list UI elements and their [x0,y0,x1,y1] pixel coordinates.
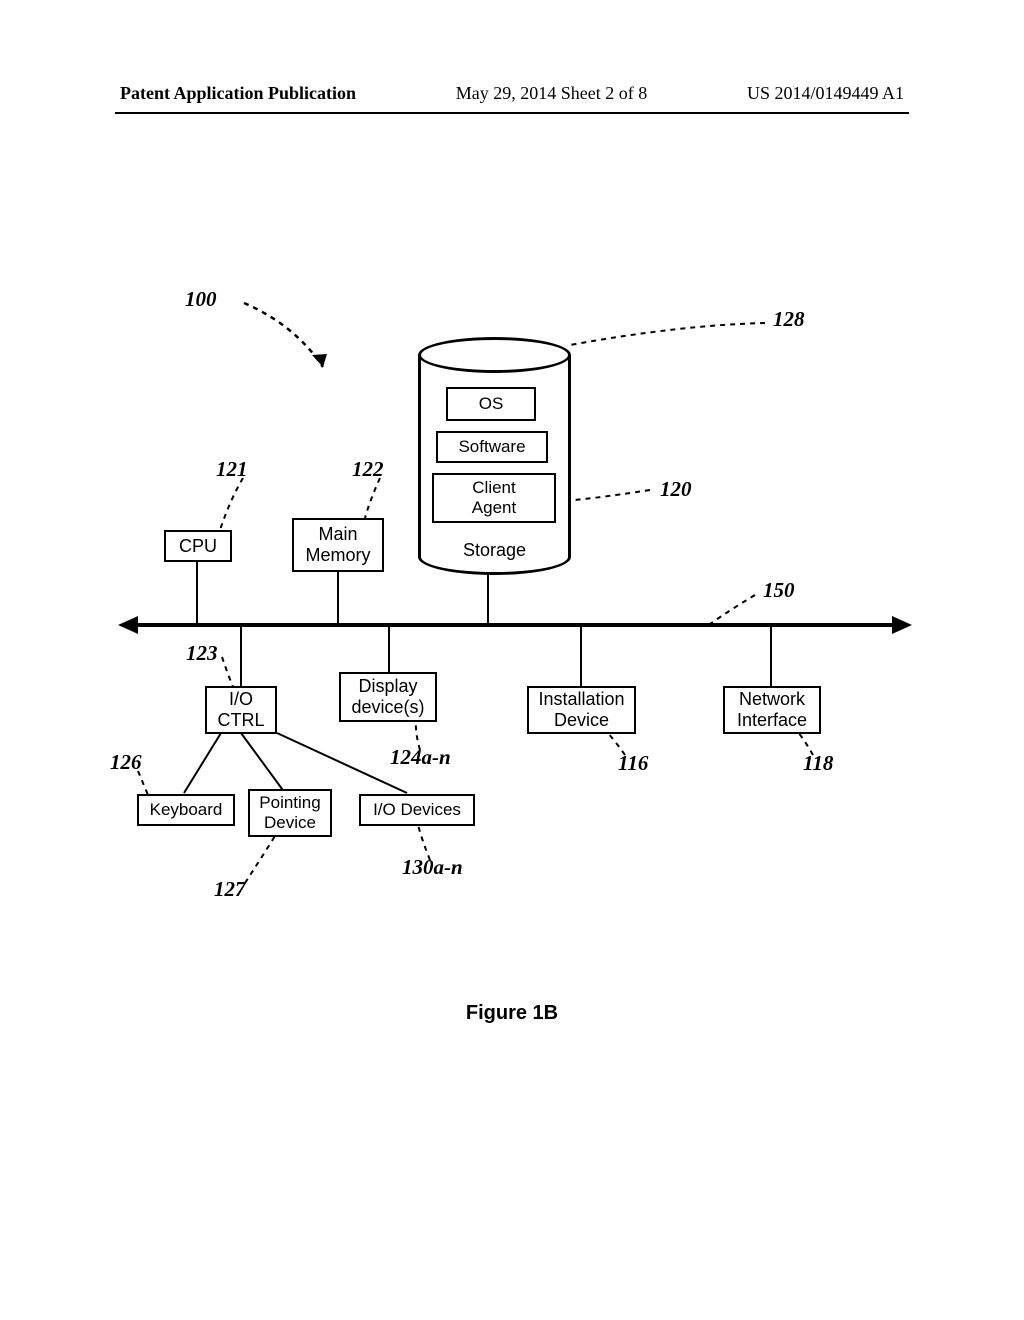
ref-116: 116 [618,751,648,776]
header-rule [115,112,909,114]
main-memory-box: Main Memory [292,518,384,572]
header-left: Patent Application Publication [120,83,356,104]
storage-label: Storage [418,540,571,561]
io-ctrl-box: I/O CTRL [205,686,277,734]
conn-mem-bus [337,572,339,623]
figure-caption: Figure 1B [0,1002,1024,1025]
ref-100: 100 [185,287,217,312]
page-header: Patent Application Publication May 29, 2… [0,83,1024,114]
network-interface-box: Network Interface [723,686,821,734]
bus-arrow-right-icon [892,616,912,634]
io-devices-box: I/O Devices [359,794,475,826]
ref-121: 121 [216,457,248,482]
pointing-device-box: Pointing Device [248,789,332,837]
page: Patent Application Publication May 29, 2… [0,0,1024,1320]
ref-120: 120 [660,477,692,502]
ref-150: 150 [763,578,795,603]
bus-arrow-left-icon [118,616,138,634]
storage-software-box: Software [436,431,548,463]
header-right: US 2014/0149449 A1 [747,83,904,104]
ref-130an: 130a-n [402,855,463,880]
conn-bus-display [388,625,390,672]
conn-bus-install [580,625,582,687]
keyboard-box: Keyboard [137,794,235,826]
ref-128: 128 [773,307,805,332]
installation-device-box: Installation Device [527,686,636,734]
ref-118: 118 [803,751,833,776]
header-middle: May 29, 2014 Sheet 2 of 8 [456,83,647,104]
ref-127: 127 [214,877,246,902]
ref-122: 122 [352,457,384,482]
storage-client-agent-box: Client Agent [432,473,556,523]
conn-bus-ioctrl [240,625,242,687]
system-bus [128,623,902,627]
cpu-box: CPU [164,530,232,562]
storage-cylinder: OS Software Client Agent Storage [418,337,571,575]
display-devices-box: Display device(s) [339,672,437,722]
ref-126: 126 [110,750,142,775]
conn-storage-bus [487,572,489,623]
ref-123: 123 [186,641,218,666]
figure-diagram: OS Software Client Agent Storage CPU Mai… [120,285,910,925]
storage-os-box: OS [446,387,536,421]
conn-bus-netif [770,625,772,687]
ref-124an: 124a-n [390,745,451,770]
conn-cpu-bus [196,561,198,623]
